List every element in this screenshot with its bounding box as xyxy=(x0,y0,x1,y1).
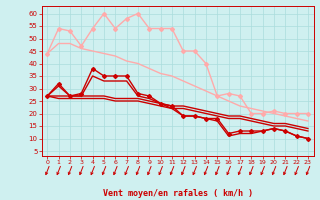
Text: Vent moyen/en rafales ( km/h ): Vent moyen/en rafales ( km/h ) xyxy=(103,189,252,198)
